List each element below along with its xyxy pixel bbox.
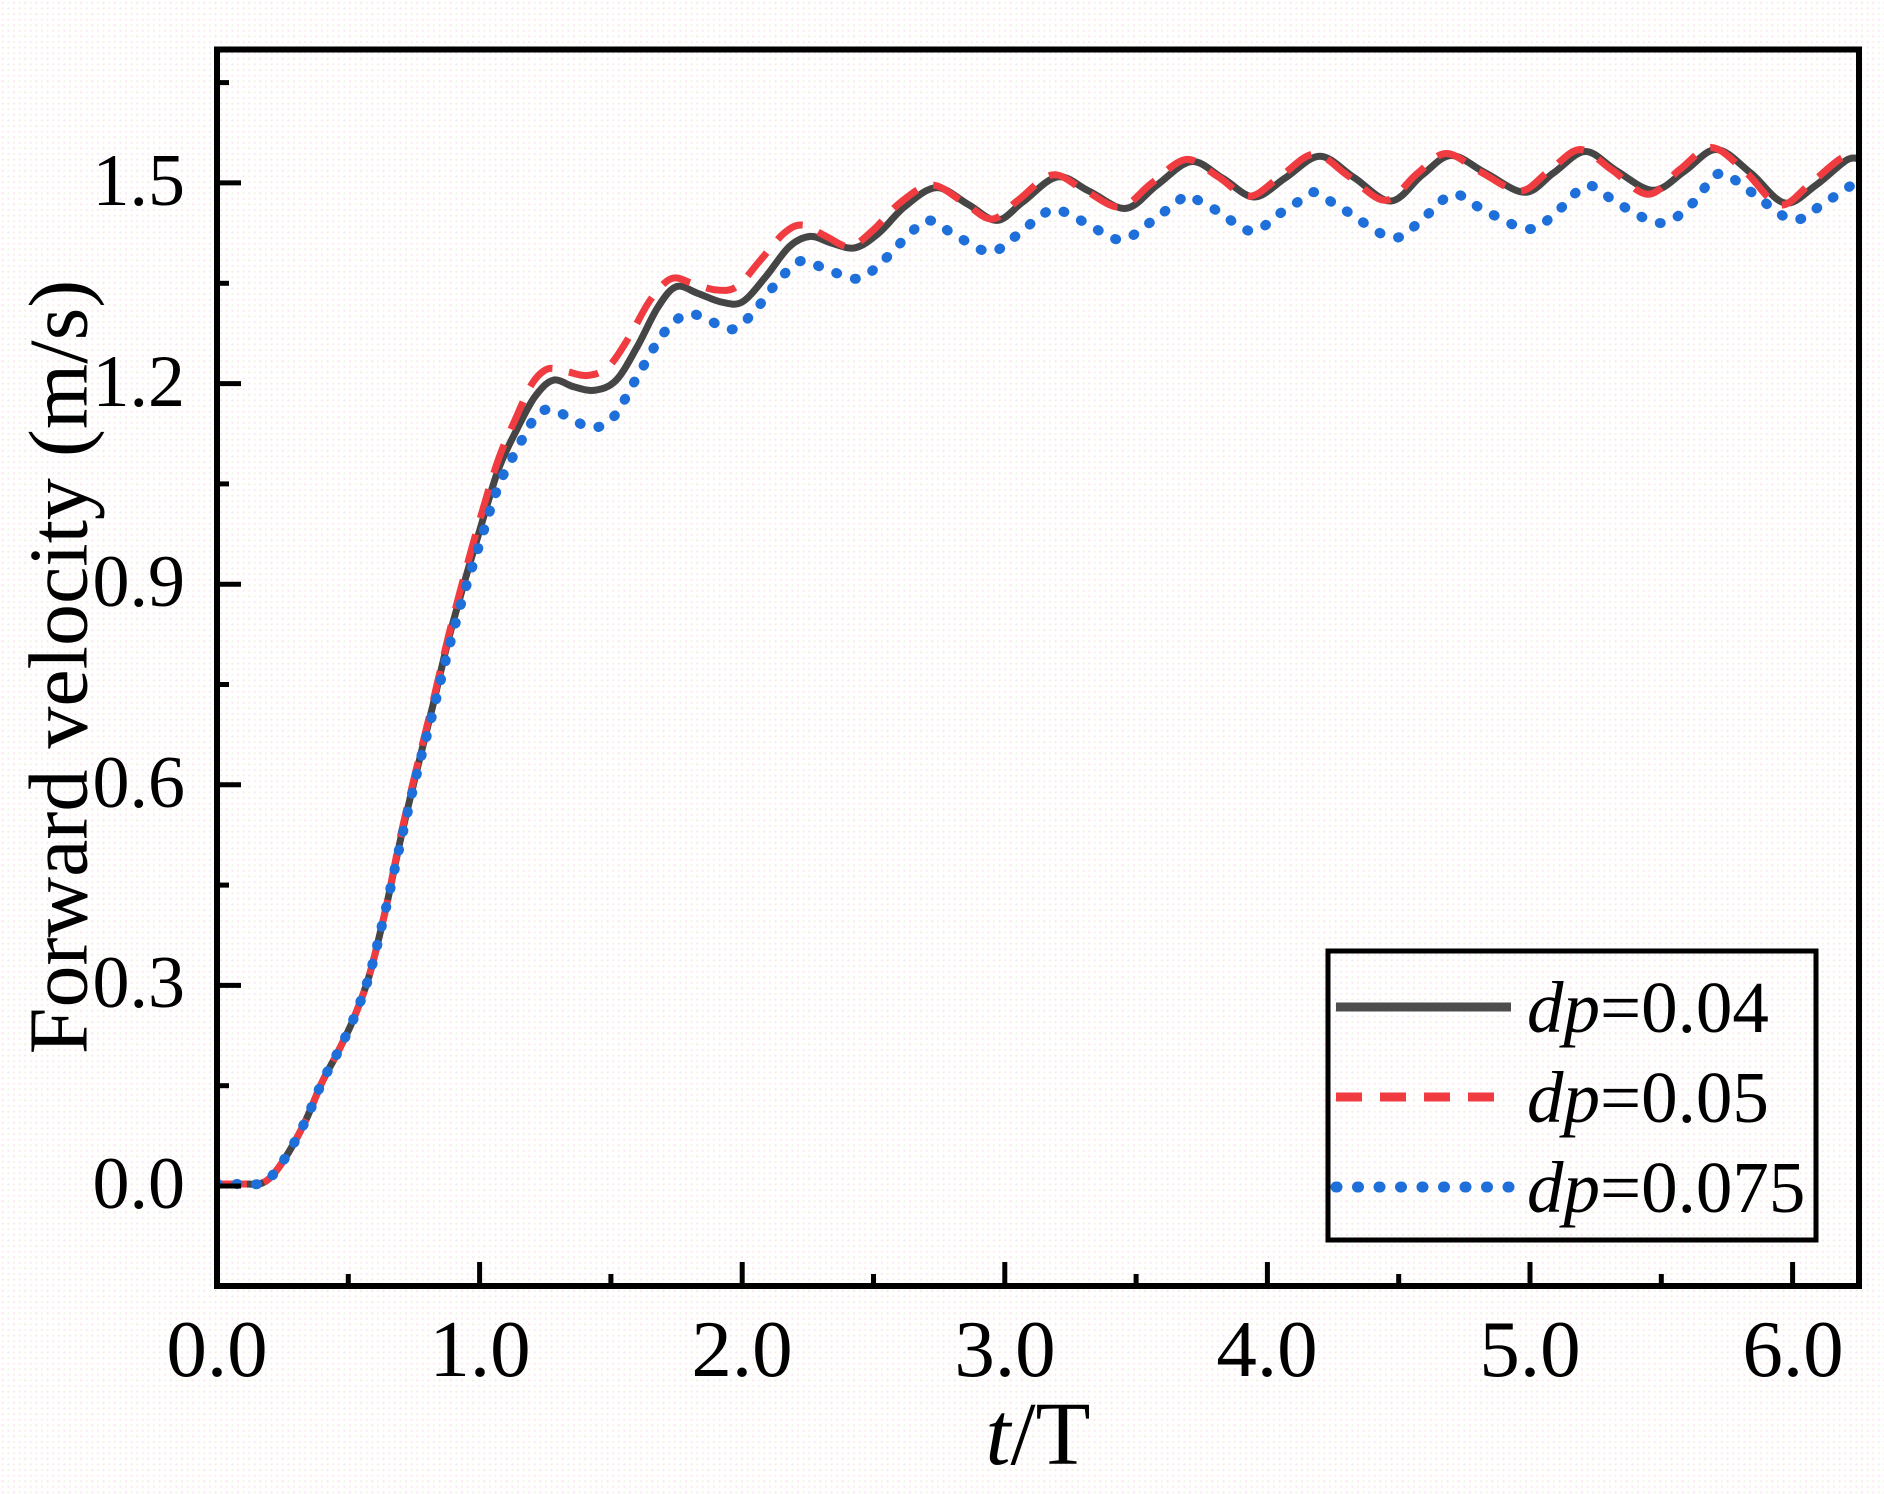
svg-text:0.0: 0.0	[93, 1143, 186, 1225]
svg-text:dp=0.05: dp=0.05	[1527, 1057, 1769, 1138]
svg-text:Forward velocity (m/s): Forward velocity (m/s)	[13, 280, 106, 1055]
svg-text:1.0: 1.0	[429, 1304, 530, 1394]
svg-text:0.6: 0.6	[93, 742, 186, 824]
svg-text:0.0: 0.0	[166, 1304, 267, 1394]
svg-text:3.0: 3.0	[954, 1304, 1055, 1394]
svg-text:1.2: 1.2	[93, 341, 186, 423]
svg-text:1.5: 1.5	[93, 140, 186, 222]
svg-text:0.9: 0.9	[93, 541, 186, 623]
svg-text:2.0: 2.0	[691, 1304, 792, 1394]
svg-text:5.0: 5.0	[1479, 1304, 1580, 1394]
svg-text:t/T: t/T	[986, 1385, 1091, 1484]
svg-text:6.0: 6.0	[1742, 1304, 1843, 1394]
svg-text:0.3: 0.3	[93, 942, 186, 1024]
svg-text:dp=0.075: dp=0.075	[1527, 1147, 1805, 1228]
svg-text:dp=0.04: dp=0.04	[1527, 967, 1769, 1048]
svg-text:4.0: 4.0	[1216, 1304, 1317, 1394]
